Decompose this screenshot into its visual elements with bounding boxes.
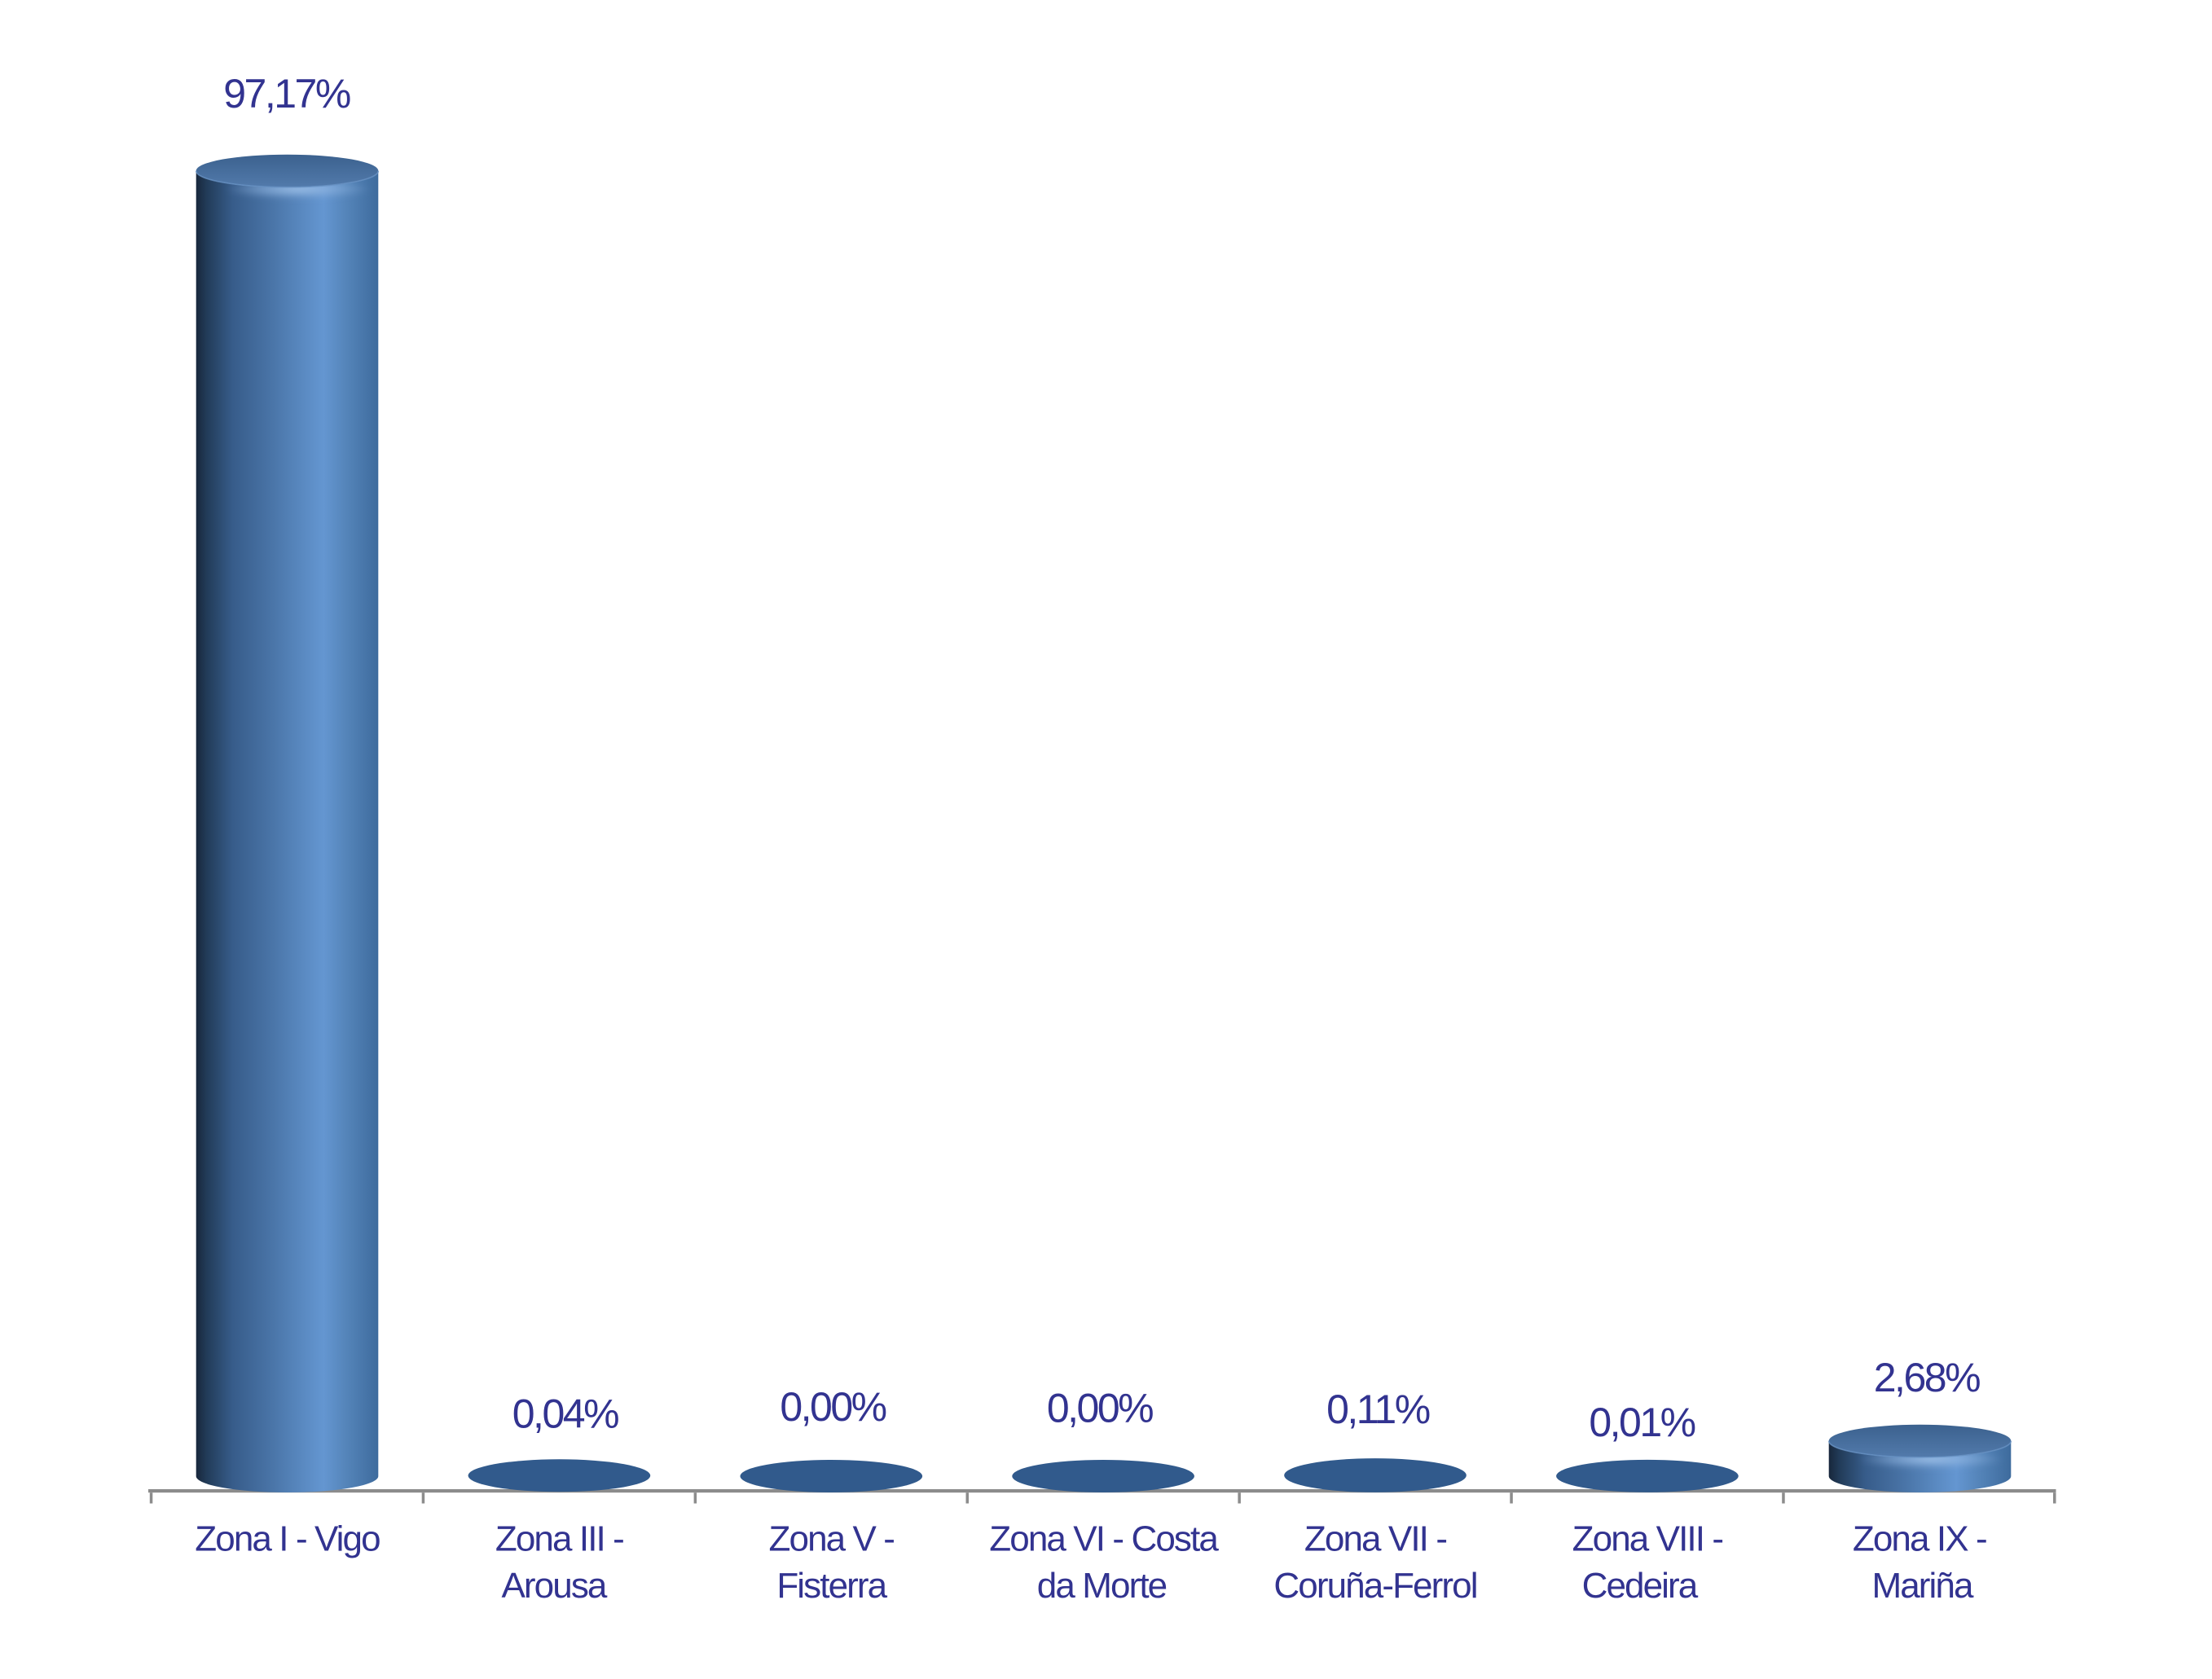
svg-text:Zona VII -: Zona VII - [1304, 1519, 1446, 1558]
svg-text:2,68%: 2,68% [1874, 1355, 1980, 1400]
svg-text:da Morte: da Morte [1037, 1566, 1167, 1606]
svg-text:Mariña: Mariña [1871, 1566, 1974, 1606]
svg-text:Coruña-Ferrol: Coruña-Ferrol [1273, 1566, 1476, 1606]
svg-text:0,01%: 0,01% [1589, 1400, 1695, 1445]
svg-text:Zona IX -: Zona IX - [1853, 1519, 1986, 1558]
svg-text:0,11%: 0,11% [1326, 1387, 1430, 1432]
svg-text:0,04%: 0,04% [512, 1391, 618, 1437]
svg-text:Zona VIII -: Zona VIII - [1572, 1519, 1723, 1558]
svg-text:97,17%: 97,17% [223, 71, 350, 116]
svg-text:Zona V -: Zona V - [769, 1519, 895, 1558]
svg-text:Cedeira: Cedeira [1582, 1566, 1699, 1606]
svg-text:0,00%: 0,00% [1047, 1385, 1153, 1431]
svg-text:Zona VI - Costa: Zona VI - Costa [989, 1519, 1219, 1558]
svg-text:Zona III -: Zona III - [495, 1519, 623, 1558]
svg-text:0,00%: 0,00% [780, 1384, 886, 1430]
svg-text:Arousa: Arousa [501, 1566, 607, 1606]
svg-text:Zona I - Vigo: Zona I - Vigo [195, 1519, 380, 1558]
svg-text:Fisterra: Fisterra [776, 1566, 887, 1606]
